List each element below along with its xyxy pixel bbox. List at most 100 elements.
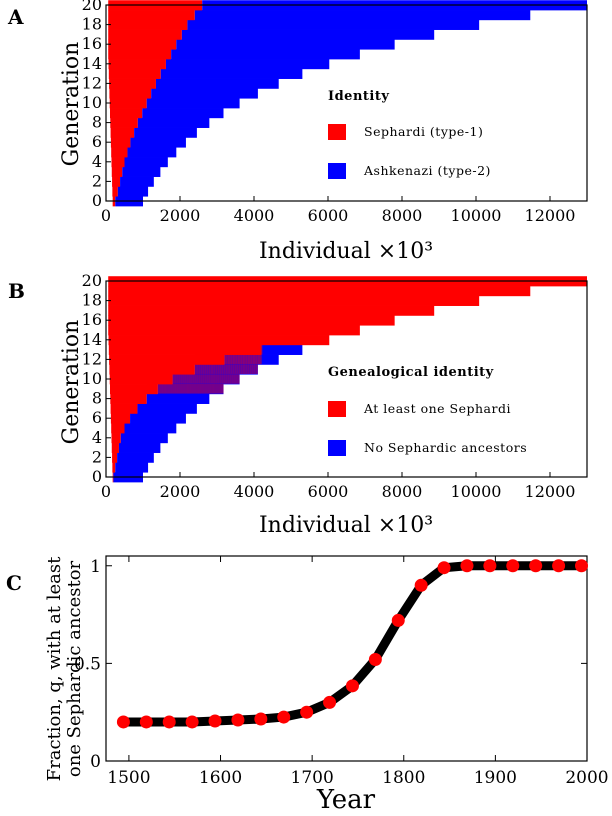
panel-b-mix-gen-11-28	[232, 364, 235, 374]
panel-b-mix-gen-12-8	[208, 354, 211, 365]
panel-b-mix-gen-11-16	[206, 364, 209, 374]
panel-b-mix-gen-9-35	[213, 384, 216, 394]
panel-b-mix-gen-11-18	[210, 364, 213, 374]
panel-b-mix-gen-11-8	[189, 364, 192, 374]
panel-c-ytick-label-2: 1	[90, 557, 101, 577]
panel-b-mix-gen-11-27	[230, 364, 233, 374]
panel-b-red-gen-18	[108, 295, 480, 306]
panel-a-blue-gen-18	[187, 19, 480, 30]
panel-a-red-gen-9	[109, 108, 143, 119]
panel-c-xtick-label-3: 1800	[382, 768, 425, 788]
panel-b-mix-gen-10-1	[159, 374, 162, 384]
panel-b-mix-gen-9-11	[167, 384, 170, 394]
panel-b-mix-gen-9-9	[163, 384, 166, 394]
panel-b-mix-gen-11-6	[185, 364, 188, 374]
panel-b-mix-gen-11-3	[178, 364, 181, 374]
panel-a-blue-gen-17	[181, 29, 435, 40]
panel-b-mix-gen-10-3	[163, 374, 166, 384]
panel-b-mix-gen-13-24	[246, 344, 249, 355]
panel-b-blue-gen-6	[130, 413, 186, 424]
panel-b-mix-gen-12-35	[253, 354, 256, 365]
panel-a-blue-gen-19	[194, 10, 531, 21]
panel-b-mix-gen-9-12	[169, 384, 172, 394]
panel-c-xtick-label-0: 1500	[107, 768, 150, 788]
panel-b-legend-label-sephardi: At least one Sephardi	[363, 401, 511, 416]
panel-b-mix-gen-11-36	[249, 364, 252, 374]
panel-c-point-0	[116, 715, 130, 729]
panel-b-blue-gen-3	[118, 442, 161, 453]
panel-b-mix-gen-13-6	[229, 344, 232, 355]
panel-b-red-gen-11	[109, 364, 195, 375]
panel-b-mix-gen-10-33	[225, 374, 228, 384]
panel-b-red-gen-3	[111, 442, 119, 453]
panel-b-red-gen-4	[111, 433, 121, 444]
panel-b-ytick-label-4: 8	[92, 389, 102, 408]
panel-b-blue-gen-8	[146, 393, 210, 404]
panel-b-red-gen-17	[108, 305, 435, 316]
panel-b-mix-gen-12-25	[236, 354, 239, 365]
panel-a-xtick-label-6: 12000	[525, 206, 576, 225]
panel-b-legend-swatch-none	[328, 440, 346, 456]
panel-b-mix-gen-12-38	[258, 354, 261, 365]
panel-b-mix-gen-13-35	[256, 344, 259, 355]
panel-b-mix-gen-9-38	[219, 384, 222, 394]
panel-c-ylabel-line2: one Sephardic ancestor	[64, 560, 85, 777]
panel-b-mix-gen-12-15	[219, 354, 222, 365]
panel-b-mix-gen-10-15	[188, 374, 191, 384]
panel-b-legend-label-none: No Sephardic ancestors	[364, 440, 527, 455]
panel-b-mix-gen-9-13	[171, 384, 174, 394]
panel-b-red-gen-9	[109, 384, 158, 395]
panel-b-mix-gen-12-23	[233, 354, 236, 365]
panel-b-xtick-label-0: 0	[101, 482, 111, 501]
panel-c-point-19	[552, 559, 566, 573]
panel-b-mix-gen-12-6	[204, 354, 207, 365]
panel-a-ylabel: Generation	[59, 42, 84, 167]
panel-b-mix-gen-12-16	[221, 354, 224, 365]
panel-a-blue-gen-6	[130, 137, 186, 148]
panel-a-xtick-label-0: 0	[101, 206, 111, 225]
panel-b-mix-gen-13-4	[228, 344, 231, 355]
panel-b-mix-gen-9-28	[200, 384, 203, 394]
panel-b-mix-gen-10-7	[172, 374, 175, 384]
panel-a-xtick-label-3: 6000	[308, 206, 349, 225]
panel-a-blue-gen-2	[120, 176, 154, 187]
panel-b-mix-gen-10-26	[210, 374, 213, 384]
panel-b-mix-gen-10-29	[217, 374, 220, 384]
panel-a-red-gen-6	[110, 137, 131, 148]
panel-b-mix-gen-12-37	[256, 354, 259, 365]
panel-b-mix-gen-11-22	[219, 364, 222, 374]
panel-b-mix-gen-13-33	[254, 344, 257, 355]
panel-b-mix-gen-10-14	[186, 374, 189, 384]
panel-b-mix-gen-13-0	[224, 344, 227, 355]
panel-b-mix-gen-11-10	[193, 364, 196, 374]
panel-b-red-gen-1	[112, 462, 116, 473]
panel-c-line	[123, 565, 587, 723]
panel-b-mix-gen-13-5	[229, 344, 232, 355]
panel-b-blue-gen-12	[224, 354, 279, 365]
panel-b-mix-gen-9-36	[215, 384, 218, 394]
panel-b-mix-gen-9-19	[183, 384, 186, 394]
panel-a-blue-gen-3	[122, 166, 161, 177]
panel-c-ytick-label-1: 0.5	[74, 654, 101, 674]
panel-b-mix-gen-10-36	[231, 374, 234, 384]
panel-b-mix-gen-10-12	[182, 374, 185, 384]
panel-b-mix-gen-11-9	[191, 364, 194, 374]
panel-b-mix-gen-11-38	[253, 364, 256, 374]
panel-b-mix-gen-9-7	[160, 384, 163, 394]
panel-b-mix-gen-10-13	[184, 374, 187, 384]
panel-b-mix-gen-11-31	[238, 364, 241, 374]
panel-a-blue-gen-12	[155, 78, 279, 89]
panel-c-point-11	[368, 652, 382, 666]
panel-b-mix-gen-9-33	[210, 384, 213, 394]
panel-b-mix-gen-11-19	[213, 364, 216, 374]
panel-a-red-gen-11	[109, 88, 152, 99]
panel-b-mix-gen-13-26	[248, 344, 251, 355]
panel-a-red-gen-4	[111, 157, 125, 168]
panel-a-red-gen-10	[109, 98, 147, 109]
panel-b-mix-gen-13-30	[252, 344, 255, 355]
panel-b-mix-gen-12-22	[231, 354, 234, 365]
panel-b-mix-gen-12-1	[196, 354, 199, 365]
panel-c-xtick-label-5: 2000	[565, 768, 608, 788]
panel-a-red-gen-12	[109, 78, 156, 89]
panel-a-blue-gen-8	[137, 117, 210, 128]
